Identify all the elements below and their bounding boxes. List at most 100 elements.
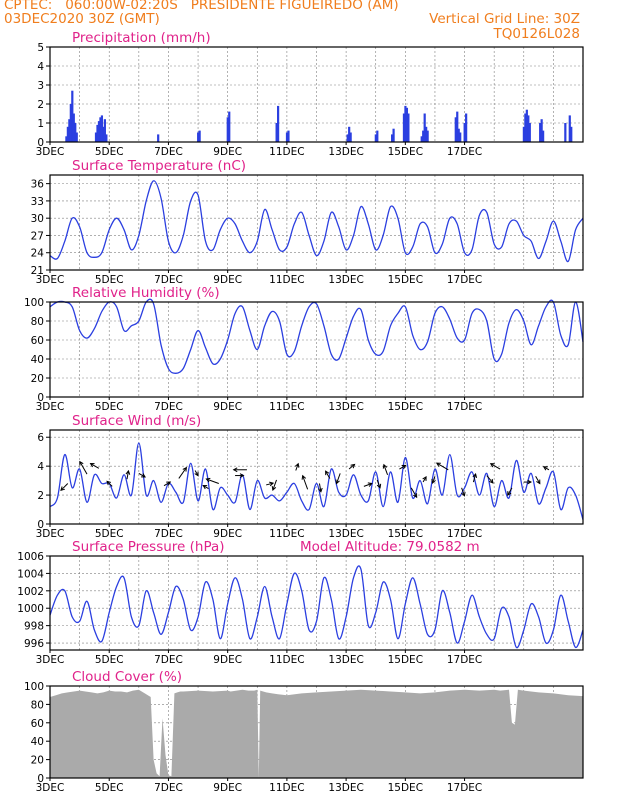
y-tick-label: 1	[37, 118, 44, 130]
wind-arrow	[461, 487, 465, 496]
precip-bar	[65, 136, 68, 142]
wind-arrow-head	[194, 471, 199, 477]
wind-arrow	[432, 476, 436, 484]
y-tick-label: 4	[37, 61, 44, 73]
x-tick-label: 5DEC	[95, 274, 124, 286]
humidity-line	[49, 298, 584, 374]
y-tick-label: 1006	[17, 551, 44, 563]
y-tick-label: 27	[31, 230, 44, 242]
x-tick-label: 17DEC	[447, 401, 482, 413]
y-tick-label: 1004	[17, 568, 44, 580]
x-tick-label: 5DEC	[95, 528, 124, 540]
wind-arrow	[490, 463, 501, 470]
precip-bar	[69, 104, 72, 142]
wind-arrow	[318, 483, 322, 492]
precip-bar	[422, 130, 425, 142]
precipitation-panel: 0 1 2 3 4 5 3DEC 5DEC 7DEC 9DEC 11DEC 13DEC 15DEC 17D…	[36, 30, 584, 158]
precip-bar	[71, 90, 74, 142]
cloud-cover-area	[50, 689, 583, 778]
precip-bar	[277, 105, 280, 142]
precip-bar	[197, 132, 200, 142]
wind-arrow-head	[294, 462, 300, 468]
precip-bar	[420, 136, 423, 142]
header-location: CPTEC: 060:00W-02:20S PRESIDENTE FIGUEIR…	[4, 0, 399, 13]
precip-bar	[157, 134, 160, 142]
precip-bar	[540, 119, 543, 142]
wind-arrow-head	[182, 466, 187, 472]
wind-arrow-head	[239, 473, 245, 478]
x-tick-label: 11DEC	[269, 146, 304, 158]
y-tick-label: 100	[24, 297, 44, 309]
x-tick-label: 3DEC	[36, 401, 65, 413]
precip-bar	[542, 130, 545, 142]
wind-arrow-head	[318, 487, 323, 493]
precip-bar	[74, 123, 77, 142]
precip-bar	[407, 113, 410, 142]
wind-arrow-head	[60, 486, 65, 492]
y-tick-label: 5	[37, 42, 44, 54]
x-tick-label: 9DEC	[213, 782, 242, 794]
y-tick-label: 2	[37, 490, 44, 502]
precip-bar	[568, 115, 571, 142]
wind-line	[49, 442, 584, 520]
x-tick-label: 11DEC	[269, 528, 304, 540]
precip-bar	[349, 132, 352, 142]
x-tick-label: 11DEC	[269, 274, 304, 286]
x-tick-label: 15DEC	[388, 401, 423, 413]
x-tick-label: 3DEC	[36, 528, 65, 540]
wind-arrow-head	[205, 477, 211, 483]
precip-bar	[94, 132, 98, 142]
x-tick-label: 5DEC	[95, 782, 124, 794]
x-tick-label: 11DEC	[269, 654, 304, 666]
x-tick-label: 13DEC	[328, 401, 363, 413]
wind-arrow	[206, 478, 219, 484]
precip-bar	[528, 123, 531, 142]
x-tick-label: 15DEC	[388, 146, 423, 158]
wind-arrow-head	[79, 460, 84, 466]
precip-bar	[465, 113, 468, 142]
temperature-title: Surface Temperature (nC)	[72, 158, 246, 174]
precip-bar	[426, 130, 429, 142]
x-tick-label: 17DEC	[447, 528, 482, 540]
y-tick-label: 0	[37, 519, 44, 531]
y-tick-label: 1000	[17, 603, 44, 615]
precip-bar	[72, 113, 75, 142]
wind-arrow	[266, 482, 274, 486]
wind-arrow	[410, 487, 418, 498]
temperature-frame	[49, 174, 584, 271]
wind-arrow-head	[489, 478, 494, 484]
x-tick-label: 9DEC	[213, 528, 242, 540]
wind-arrow-head	[401, 464, 407, 470]
wind-arrow	[336, 473, 341, 484]
y-tick-label: 60	[31, 718, 44, 730]
x-tick-label: 9DEC	[213, 654, 242, 666]
x-tick-label: 7DEC	[154, 654, 183, 666]
x-tick-label: 5DEC	[95, 654, 124, 666]
humidity-frame	[49, 301, 584, 398]
x-tick-label: 3DEC	[36, 782, 65, 794]
y-tick-label: 60	[31, 335, 44, 347]
precip-bar	[454, 117, 457, 142]
wind-arrow	[163, 481, 171, 487]
x-tick-label: 15DEC	[388, 782, 423, 794]
cloud-cover-panel: 0 20 40 60 80 100 3DEC 5DEC 7DEC 9DEC 11DEC 13DEC 15…	[24, 669, 584, 794]
x-tick-label: 13DEC	[328, 146, 363, 158]
wind-arrow	[507, 487, 513, 496]
precip-bar	[570, 126, 573, 142]
wind-title: Surface Wind (m/s)	[72, 413, 201, 429]
y-tick-label: 40	[31, 354, 44, 366]
wind-arrow-head	[271, 486, 277, 492]
precip-bar	[423, 113, 426, 142]
pressure-title: Surface Pressure (hPa)	[72, 539, 225, 555]
model-altitude-label: Model Altitude: 79.0582 m	[300, 539, 480, 555]
wind-arrow	[472, 473, 477, 483]
wind-arrow-head	[301, 474, 307, 480]
precip-bar	[564, 123, 567, 142]
wind-arrow-head	[422, 475, 427, 481]
wind-arrow-head	[269, 481, 275, 487]
x-tick-label: 13DEC	[328, 654, 363, 666]
precip-bar	[459, 132, 462, 142]
x-tick-label: 13DEC	[328, 274, 363, 286]
precip-bar	[105, 134, 108, 142]
x-tick-label: 7DEC	[154, 401, 183, 413]
